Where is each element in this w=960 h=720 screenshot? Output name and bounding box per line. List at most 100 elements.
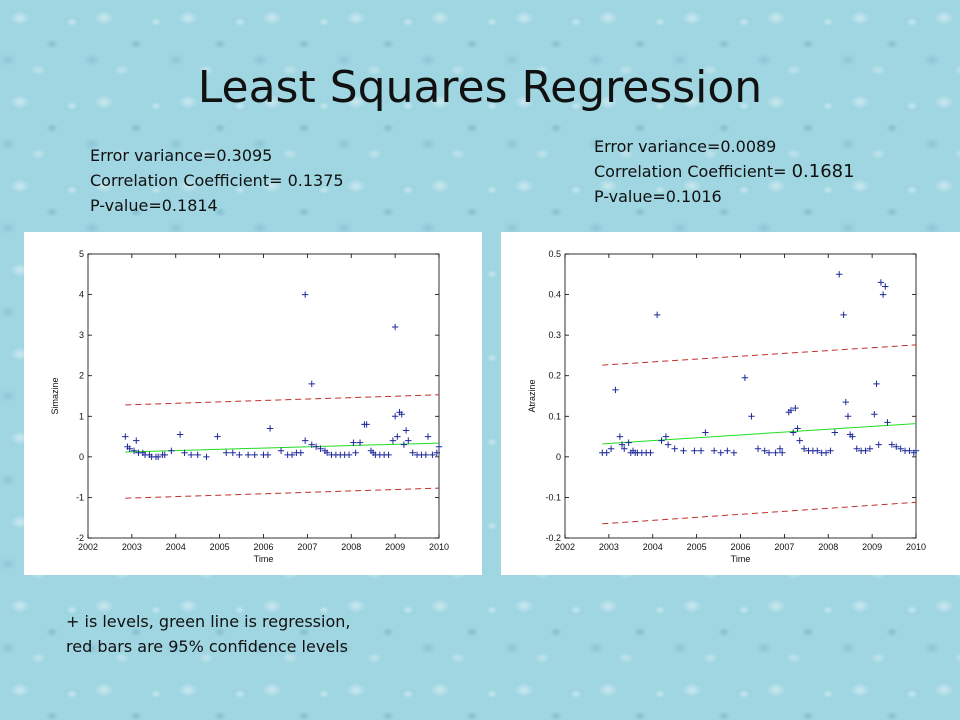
correlation-coefficient-right: Correlation Coefficient= 0.1681 [594,159,855,184]
p-value-right: P-value=0.1016 [594,187,722,206]
data-point [647,449,654,456]
data-point [402,427,410,434]
data-point [301,291,309,298]
y-axis-label: Simazine [50,377,60,414]
data-point [849,433,856,440]
data-point [264,451,272,459]
data-point [710,447,718,454]
data-point [424,433,432,440]
data-point [717,449,724,456]
data-point [352,449,359,456]
data-point [194,451,201,459]
x-axis-label: Time [254,554,274,564]
data-point [840,311,847,319]
p-value-left: P-value=0.1814 [90,196,218,215]
data-point [181,449,188,456]
data-point [350,439,357,446]
data-point [873,380,880,388]
data-point [778,449,786,456]
data-point [363,421,370,428]
x-tick-label: 2010 [429,542,449,552]
data-point [862,447,869,454]
x-tick-label: 2009 [862,542,882,552]
data-point [697,447,705,454]
stats-right: Error variance=0.0089 Correlation Coeffi… [594,134,855,209]
correlation-coefficient-left: Correlation Coefficient= 0.1375 [90,171,344,190]
data-point [776,445,784,452]
data-point [187,451,195,459]
data-point [893,443,900,450]
data-point [391,413,399,420]
data-point [603,449,610,456]
data-point [203,453,210,461]
data-point [822,449,830,456]
y-tick-label: -2 [76,533,84,543]
data-point [702,429,709,436]
data-point [662,433,670,440]
y-tick-label: 0 [556,452,561,462]
error-variance-left: Error variance=0.3095 [90,146,273,165]
data-point [664,441,672,448]
data-point [794,425,801,432]
data-point [796,437,803,444]
x-tick-label: 2008 [341,542,361,552]
data-point [168,447,175,454]
data-point [405,437,412,444]
data-point [884,419,891,426]
x-tick-label: 2009 [385,542,405,552]
data-point [625,439,632,446]
data-point [836,271,843,278]
data-point [897,445,904,452]
data-point [433,449,441,456]
data-point [658,437,665,444]
data-point [251,451,258,459]
stats-left: Error variance=0.3095 Correlation Coeffi… [90,143,344,218]
correlation-label-right: Correlation Coefficient= [594,162,792,181]
data-point [356,439,364,446]
data-point [266,425,274,432]
data-point [871,411,878,418]
data-point [308,441,315,448]
x-tick-label: 2007 [297,542,317,552]
lower-confidence-line [125,487,440,499]
data-point [155,453,162,461]
data-point [394,433,401,440]
slide-title: Least Squares Regression [197,62,763,113]
data-point [618,441,626,448]
data-point [422,451,430,459]
data-point [671,445,678,452]
data-point [214,433,221,440]
data-point [277,447,285,454]
data-point [680,447,687,454]
y-axis-label: Atrazine [527,379,537,412]
y-tick-label: 0.4 [548,290,561,300]
x-tick-label: 2007 [774,542,794,552]
y-tick-label: 4 [79,290,84,300]
data-point [229,449,236,456]
y-tick-label: 0.3 [548,330,561,340]
y-tick-label: 3 [79,330,84,340]
data-point [400,441,408,448]
plot-frame [564,253,917,539]
y-tick-label: 5 [79,249,84,259]
x-tick-label: 2004 [166,542,186,552]
simazine-chart-panel: 2002 2003 2004 2005 2006 2007 2008 2009 2010 -2 -1… [24,232,482,575]
data-point [301,437,309,444]
caption-line-2: red bars are 95% confidence levels [66,637,348,656]
x-axis-label: Time [731,554,751,564]
x-tick-label: 2003 [122,542,142,552]
data-point [792,404,799,412]
data-point [842,398,849,406]
data-point [429,451,436,459]
data-point [888,441,896,448]
upper-confidence-line [602,344,917,366]
x-tick-label: 2002 [78,542,98,552]
data-point [748,413,755,420]
data-point [877,279,885,286]
data-point [389,437,397,444]
data-point [398,411,405,418]
data-point [288,451,296,459]
data-point [133,437,140,444]
x-tick-label: 2008 [818,542,838,552]
caption-line-1: + is levels, green line is regression, [66,612,351,631]
